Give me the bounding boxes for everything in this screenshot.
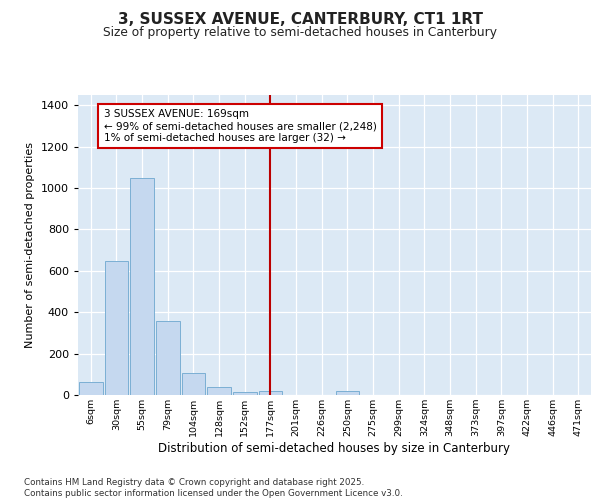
- Bar: [130, 178, 154, 395]
- Bar: [104, 260, 128, 395]
- X-axis label: Distribution of semi-detached houses by size in Canterbury: Distribution of semi-detached houses by …: [158, 442, 511, 455]
- Text: 3, SUSSEX AVENUE, CANTERBURY, CT1 1RT: 3, SUSSEX AVENUE, CANTERBURY, CT1 1RT: [118, 12, 482, 28]
- Bar: [156, 320, 179, 395]
- Bar: [259, 391, 282, 395]
- Text: Contains HM Land Registry data © Crown copyright and database right 2025.
Contai: Contains HM Land Registry data © Crown c…: [24, 478, 403, 498]
- Text: 3 SUSSEX AVENUE: 169sqm
← 99% of semi-detached houses are smaller (2,248)
1% of : 3 SUSSEX AVENUE: 169sqm ← 99% of semi-de…: [104, 110, 377, 142]
- Bar: [207, 386, 231, 395]
- Bar: [79, 382, 103, 395]
- Bar: [182, 374, 205, 395]
- Bar: [233, 392, 257, 395]
- Text: Size of property relative to semi-detached houses in Canterbury: Size of property relative to semi-detach…: [103, 26, 497, 39]
- Bar: [335, 391, 359, 395]
- Y-axis label: Number of semi-detached properties: Number of semi-detached properties: [25, 142, 35, 348]
